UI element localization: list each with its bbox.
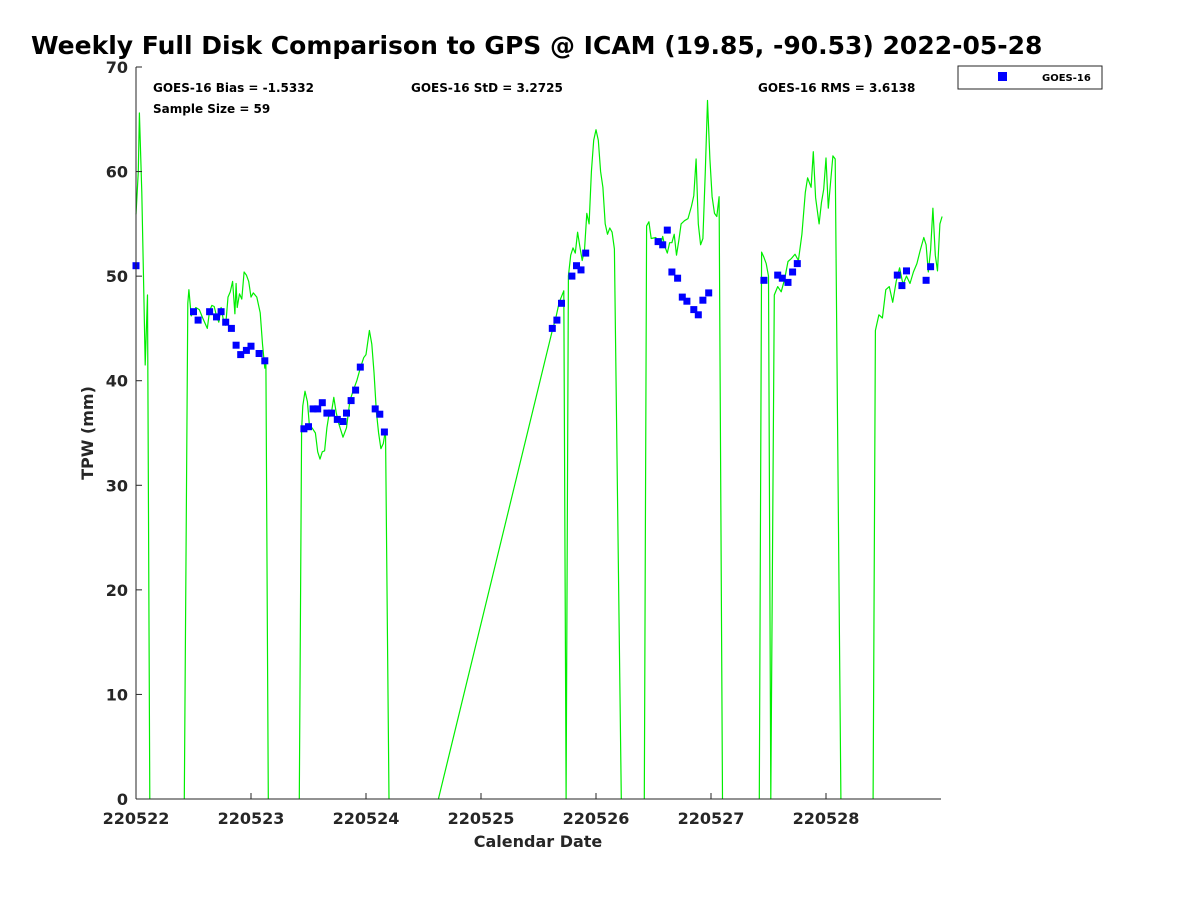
goes16-point [760,276,768,284]
goes16-point [784,278,792,286]
legend: GOES-16 [957,65,1103,90]
axes [135,67,941,800]
goes16-point [548,324,556,332]
goes16-point [568,272,576,280]
goes16-point [558,299,565,307]
goes16-point [194,316,202,324]
goes16-point [573,262,580,270]
goes16-point [323,409,331,417]
x-tick-label: 220523 [218,809,285,828]
x-tick-label: 220522 [103,809,170,828]
goes16-point [582,249,590,257]
goes16-point [694,311,702,319]
series-layer [132,99,943,800]
goes16-point [376,410,384,418]
goes16-point [247,342,255,350]
goes16-point [778,274,786,282]
legend-label-goes16: GOES-16 [1042,73,1091,84]
goes16-point [774,271,782,279]
goes16-point [339,418,347,425]
goes16-point [300,425,308,433]
goes16-point [356,363,364,371]
goes16-point [314,405,322,413]
goes16-point [232,341,240,349]
goes16-point [347,397,355,405]
goes16-point [903,267,910,275]
chart-title: Weekly Full Disk Comparison to GPS @ ICA… [31,31,1042,60]
goes16-point [893,271,901,279]
goes16-point [333,415,341,423]
goes16-point [190,308,197,316]
goes16-point [309,405,317,413]
y-tick-label: 30 [106,476,128,495]
x-axis-label: Calendar Date [474,832,603,851]
goes16-point [206,308,214,316]
y-axis-label: TPW (mm) [78,386,97,480]
goes16-point [371,405,379,413]
std-stat: GOES-16 StD = 3.2725 [411,81,563,95]
goes16-point [237,351,245,359]
y-tick-label: 40 [106,372,128,391]
goes16-point [683,297,691,305]
sample-size-stat: Sample Size = 59 [153,102,270,116]
x-ticks: 220522 220523 220524 220525 220526 220527 2205… [103,793,860,828]
gps-line-segment [872,207,943,800]
goes16-point [668,268,676,276]
y-tick-label: 50 [106,267,128,286]
goes16-point [654,238,662,246]
plot-area [136,67,941,799]
gps-line-segment [135,112,151,800]
gps-line-segment [758,151,842,800]
goes16-point [663,226,671,234]
y-tick-label: 60 [106,163,128,182]
x-tick-label: 220524 [333,809,400,828]
goes16-point [242,346,250,354]
goes16-point [922,276,930,284]
legend-box [957,65,1103,90]
x-tick-label: 220525 [448,809,515,828]
goes16-point [793,260,801,268]
goes16-point [318,399,326,407]
y-tick-label: 70 [106,58,128,77]
goes16-point [898,282,906,290]
goes16-point [927,263,935,271]
goes16-point [343,409,350,417]
goes16-point [255,350,263,357]
goes16-point [380,428,388,436]
goes16-point [690,306,698,314]
goes16-point [678,293,686,301]
goes16-point [213,313,220,321]
goes16-point [699,296,707,304]
goes16-point [553,316,561,324]
x-tick-label: 220526 [563,809,630,828]
y-tick-label: 0 [117,790,128,809]
goes16-point [789,268,797,276]
goes16-point [705,289,713,297]
x-tick-label: 220527 [678,809,745,828]
y-tick-label: 20 [106,581,128,600]
goes16-point [222,318,230,326]
bias-stat: GOES-16 Bias = -1.5332 [153,81,314,95]
goes16-point [659,241,667,249]
goes16-point [328,409,335,417]
goes16-point [217,308,225,316]
goes16-point [577,266,585,274]
goes16-point [305,423,312,431]
goes16-point [261,357,269,365]
x-tick-label: 220528 [793,809,860,828]
y-ticks: 0 10 20 30 40 50 60 70 [106,58,142,809]
gps-line-segment [437,129,622,800]
legend-marker [998,72,1007,81]
goes16-point [227,324,235,332]
rms-stat: GOES-16 RMS = 3.6138 [758,81,915,95]
goes16-point [352,386,360,394]
goes16-point [674,274,682,282]
y-tick-label: 10 [106,685,128,704]
gps-line-segment [183,271,269,800]
